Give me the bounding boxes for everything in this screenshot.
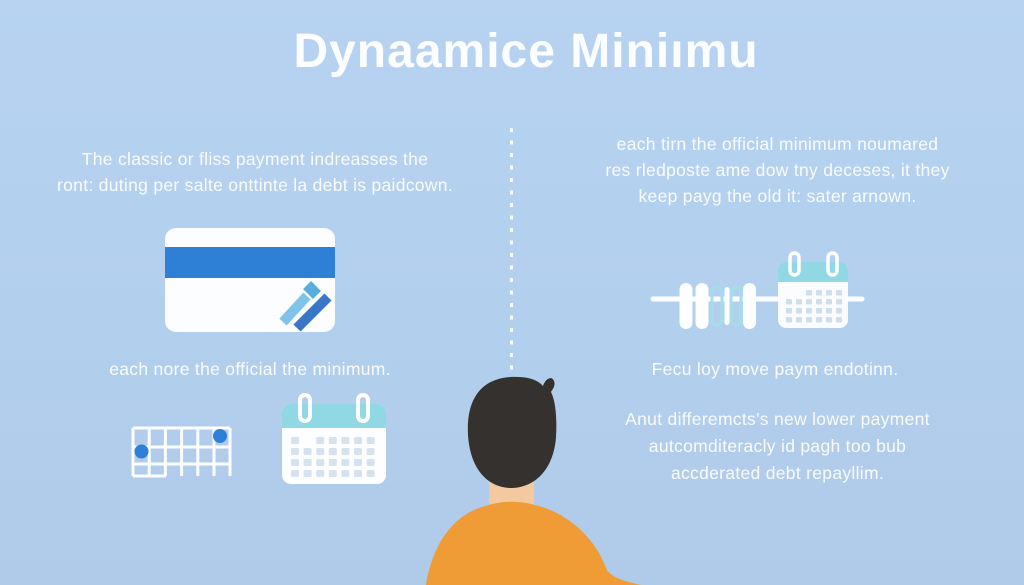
calendar-day-squares [291, 437, 375, 477]
left-paragraph-top-line2: ront: duting per salte onttinte la debt … [57, 175, 453, 195]
timeline-pill-solid-1 [679, 283, 693, 329]
center-dotted-divider [510, 128, 513, 378]
right-caption: Fecu loy move paym endotinn. [651, 359, 899, 379]
timeline-pill-solid-3 [743, 283, 756, 329]
left-caption: each nore the official the minimum. [109, 359, 391, 379]
grid-dot-1 [213, 429, 227, 443]
timeline-pill-solid-2 [695, 283, 709, 329]
payment-grid-icon [131, 426, 232, 478]
person-back-view [426, 376, 641, 585]
right-paragraph-top-line2: res rledposte ame dow tny deceses, it th… [605, 160, 950, 180]
credit-card-icon [165, 228, 335, 332]
page-title: Dynaamice Miniımu [293, 25, 759, 78]
person-shirt [426, 501, 641, 585]
calendar-icon-left [282, 393, 386, 484]
payment-timeline-icon [650, 251, 865, 329]
right-paragraph-top: each tirn the official minimum noumared … [555, 131, 1000, 209]
grid-dot-2 [134, 444, 149, 459]
timeline-pill-outline-1 [710, 285, 724, 327]
right-paragraph-bottom-line2: autcomditeracly id pagh too bub [648, 436, 907, 456]
right-paragraph-top-line3: keep payg the old it: sater arnown. [638, 186, 917, 206]
right-paragraph-top-line1: each tirn the official minimum noumared [616, 134, 939, 154]
right-paragraph-bottom-line3: accderated debt repayllim. [670, 463, 885, 483]
left-paragraph-top: The classic or fliss payment indreasses … [30, 146, 480, 198]
timeline-pill-outline-2 [729, 285, 743, 327]
right-paragraph-bottom: Anut differemcts's new lower payment aut… [560, 406, 995, 487]
timeline-pill-thin [724, 287, 730, 325]
calendar-icon-right [778, 251, 848, 328]
right-paragraph-bottom-line1: Anut differemcts's new lower payment [625, 409, 930, 429]
person-hair [467, 376, 557, 488]
left-paragraph-top-line1: The classic or fliss payment indreasses … [81, 149, 429, 169]
